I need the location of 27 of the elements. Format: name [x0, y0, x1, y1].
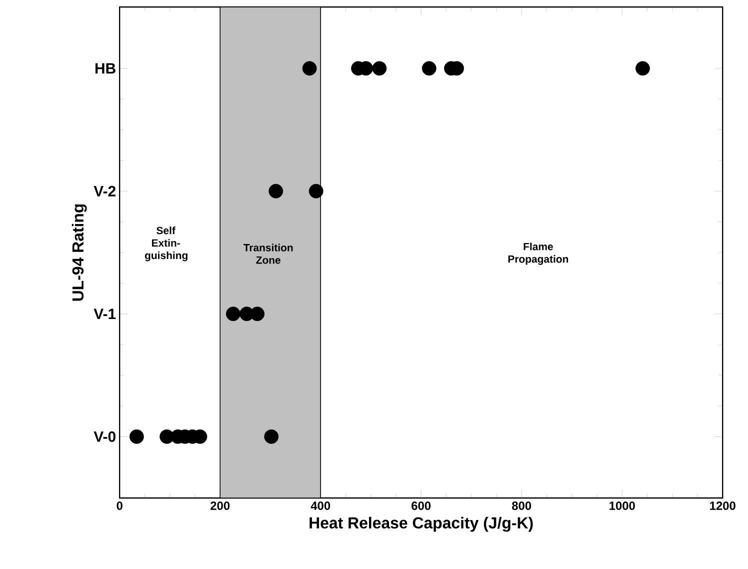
x-tick-label: 600: [412, 502, 431, 510]
x-tick-label: 800: [512, 502, 532, 510]
y-tick-label: V-1: [94, 308, 116, 320]
x-tick-label: 0: [116, 502, 122, 510]
point: [422, 61, 436, 76]
x-axis-title: Heat Release Capacity (J/g-K): [310, 516, 533, 532]
x-tick-label: 400: [310, 502, 330, 510]
annotation: Flame Propagation: [508, 242, 568, 265]
point: [129, 429, 144, 444]
point: [636, 61, 650, 76]
x-tick-label: 200: [210, 502, 230, 510]
y-tick-label: V-0: [94, 431, 116, 442]
annotation: Self Extin-guishing: [144, 226, 188, 262]
y-tick-label: HB: [95, 63, 116, 74]
point: [226, 306, 240, 322]
point: [268, 184, 284, 198]
point: [264, 429, 279, 444]
annotation: Transition Zone: [243, 244, 293, 264]
point: [160, 429, 174, 444]
x-tick-label: 1200: [710, 502, 736, 510]
point: [240, 306, 254, 322]
point: [302, 61, 317, 76]
y-tick-label: V-2: [94, 186, 116, 196]
point: [372, 61, 387, 76]
x-tick-label: 1000: [610, 502, 635, 510]
point: [308, 184, 324, 198]
y-axis-title: UL-94 Rating: [72, 204, 87, 301]
